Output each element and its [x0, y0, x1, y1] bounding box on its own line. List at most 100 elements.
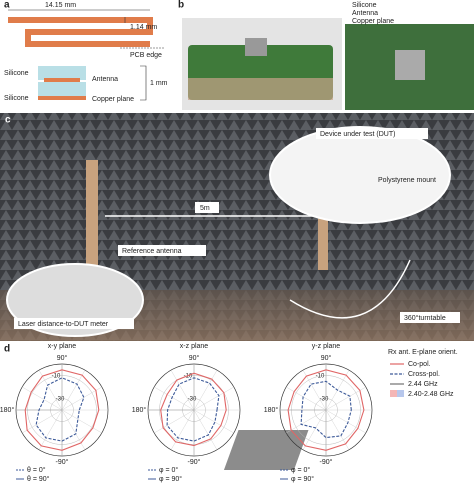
label-box — [14, 318, 134, 329]
layer-label: Copper plane — [352, 18, 394, 25]
silicone-edge — [188, 78, 333, 100]
cut-label: θ = 0° — [27, 466, 46, 474]
pattern-curve — [160, 372, 227, 447]
dimension-label: 1 mm — [150, 80, 168, 87]
layer-label: Silicone — [4, 70, 29, 77]
angle-tick-label: 90° — [57, 354, 68, 362]
spoke — [61, 409, 86, 450]
annotation: PCB edge — [130, 52, 162, 59]
spoke — [61, 386, 102, 411]
r-tick-label: -10 — [316, 374, 325, 380]
legend-title: Rx ant. E-plane orient. — [388, 349, 458, 356]
spoke — [22, 409, 63, 434]
layer-label: Antenna — [92, 76, 118, 83]
spoke — [325, 386, 366, 411]
spoke — [286, 386, 327, 411]
angle-tick-label: 180° — [264, 406, 279, 414]
spoke — [286, 409, 327, 434]
annotation: Device under test (DUT) — [320, 131, 395, 138]
label-box — [316, 128, 428, 139]
legend-swatch — [397, 390, 404, 397]
dimension-label: 14.15 mm — [45, 2, 76, 9]
layer-label: Silicone — [4, 95, 29, 102]
r-tick-label: -10 — [52, 374, 61, 380]
cut-label: φ = 0° — [159, 466, 178, 474]
cut-label: θ = 90° — [27, 475, 50, 483]
panel-label: b — [178, 0, 184, 11]
spoke — [193, 409, 218, 450]
r-tick-label: -30 — [320, 396, 329, 402]
panel-b: b Silicone Antenna Copper plane — [178, 0, 474, 110]
angle-tick-label: -90° — [56, 458, 69, 466]
annotation: Laser distance-to-DUT meter — [18, 321, 109, 328]
r-tick-label: -10 — [184, 374, 193, 380]
connector — [245, 38, 267, 56]
rx-antenna-photo — [223, 430, 309, 470]
dimension-label: 1.14 mm — [130, 24, 157, 31]
silicone-layer — [38, 66, 86, 80]
spoke — [193, 409, 234, 434]
pattern-curve — [287, 369, 365, 451]
annotation: 5m — [200, 205, 210, 212]
spoke — [170, 409, 195, 450]
spoke — [302, 409, 327, 450]
silicone-layer — [38, 82, 86, 96]
spoke — [154, 386, 195, 411]
angle-tick-label: 180° — [0, 406, 14, 414]
connector — [395, 50, 425, 80]
bracket — [140, 65, 147, 101]
layer-label: Antenna — [352, 10, 378, 17]
legend-swatch — [390, 390, 397, 397]
label-box — [118, 245, 206, 256]
chart-title: x-z plane — [180, 343, 209, 350]
copper-layer — [38, 96, 86, 100]
annotation: 360°turntable — [404, 314, 446, 322]
angle-tick-label: 180° — [132, 406, 147, 414]
spoke — [38, 370, 63, 411]
angle-tick-label: 90° — [189, 354, 200, 362]
cut-label: φ = 0° — [291, 466, 310, 474]
annotation: Polystyrene mount — [378, 177, 436, 184]
spoke — [193, 386, 234, 411]
antenna-trace — [8, 17, 153, 47]
angle-tick-label: -90° — [320, 458, 333, 466]
cut-label: φ = 90° — [291, 475, 314, 483]
legend-label: Cross-pol. — [408, 371, 440, 378]
turntable-arrow — [289, 259, 411, 319]
label-box — [195, 202, 219, 213]
panel-label: a — [4, 0, 10, 11]
cut-label: φ = 90° — [159, 475, 182, 483]
dut-callout — [269, 126, 451, 224]
angle-tick-label: 90° — [321, 354, 332, 362]
spoke — [61, 370, 86, 411]
angle-tick-label: -90° — [188, 458, 201, 466]
pattern-curve — [35, 377, 85, 442]
panel-label: d — [4, 344, 10, 355]
spoke — [154, 409, 195, 434]
chart-title: y-z plane — [312, 343, 341, 350]
spoke — [170, 370, 195, 411]
spoke — [302, 370, 327, 411]
panel-d: d Rx ant. E-plane orient. Co-pol. Cross-… — [0, 343, 458, 483]
label-box — [400, 312, 460, 323]
annotation: Reference antenna — [122, 248, 182, 255]
spoke — [325, 409, 366, 434]
spoke — [193, 370, 218, 411]
spoke — [61, 409, 102, 434]
layer-label: Copper plane — [92, 96, 134, 103]
legend-label: 2.44 GHz — [408, 381, 438, 388]
legend-label: Co-pol. — [408, 361, 431, 368]
panel-label: c — [5, 115, 11, 126]
pattern-curve — [300, 380, 352, 439]
spoke — [38, 409, 63, 450]
pattern-curve — [24, 369, 100, 451]
panel-a: a 14.15 mm 1.14 mm PCB edge Silicone Sil… — [4, 0, 168, 103]
r-tick-label: -30 — [188, 396, 197, 402]
chart-title: x-y plane — [48, 343, 77, 350]
legend-label: 2.40-2.48 GHz — [408, 391, 454, 398]
spoke — [325, 409, 350, 450]
antenna-layer — [44, 78, 80, 82]
panel-c: c Device under test (DUT) Polystyrene mo… — [0, 113, 474, 341]
layer-label: Silicone — [352, 2, 377, 9]
